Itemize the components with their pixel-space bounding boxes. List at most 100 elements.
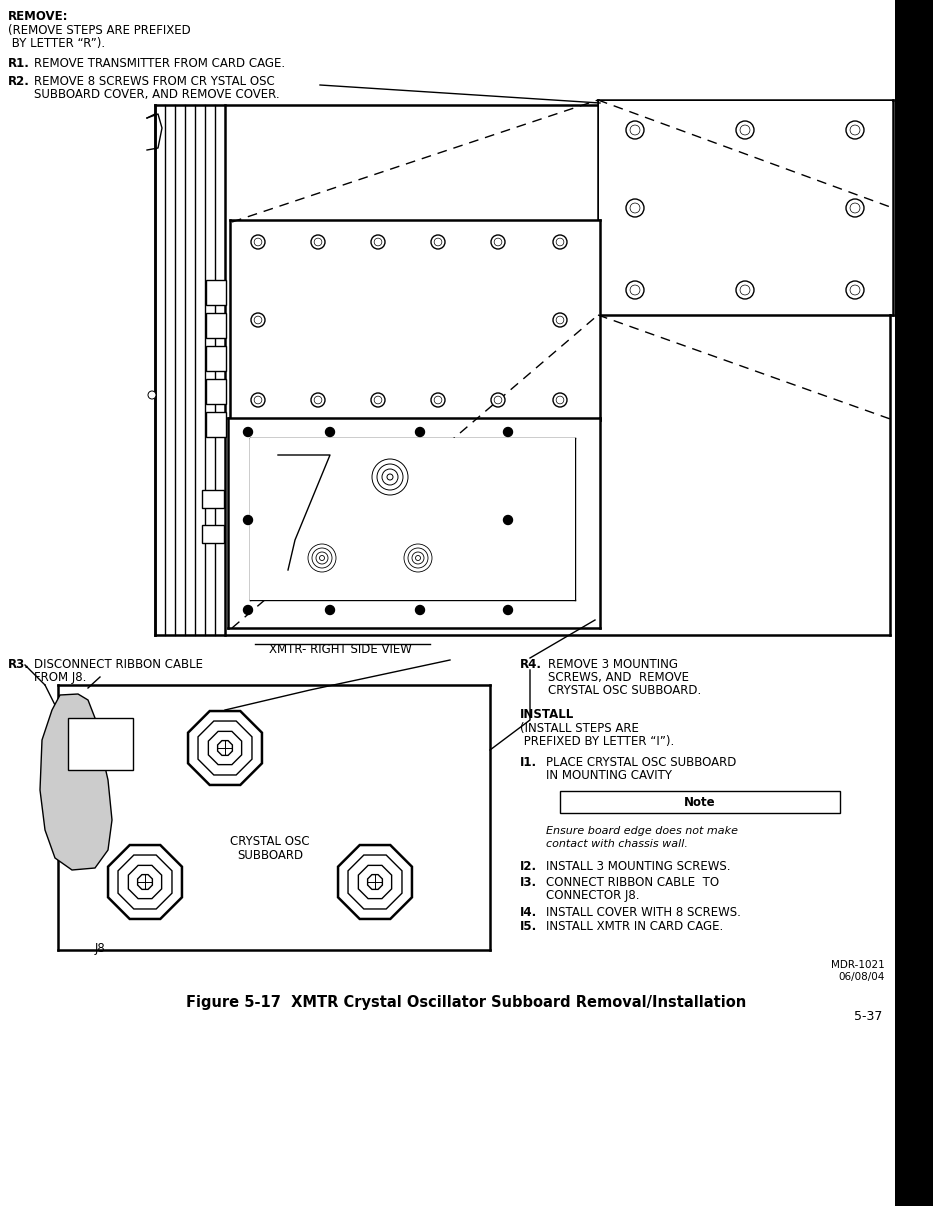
Circle shape <box>556 238 564 246</box>
Polygon shape <box>188 712 262 785</box>
Text: I2.: I2. <box>520 860 537 873</box>
Circle shape <box>431 393 445 406</box>
Text: INSTALL COVER WITH 8 SCREWS.: INSTALL COVER WITH 8 SCREWS. <box>546 906 741 919</box>
Text: R3.: R3. <box>8 658 30 671</box>
Text: CONNECTOR J8.: CONNECTOR J8. <box>546 889 639 902</box>
Circle shape <box>415 556 421 561</box>
Text: IN MOUNTING CAVITY: IN MOUNTING CAVITY <box>546 769 672 781</box>
Text: contact with chassis wall.: contact with chassis wall. <box>546 839 688 849</box>
Circle shape <box>377 464 403 490</box>
Polygon shape <box>198 721 252 775</box>
Circle shape <box>326 427 335 437</box>
Text: R1.: R1. <box>8 57 30 70</box>
Circle shape <box>736 121 754 139</box>
Circle shape <box>491 235 505 248</box>
Circle shape <box>251 314 265 327</box>
Circle shape <box>371 235 385 248</box>
Circle shape <box>494 396 502 404</box>
Circle shape <box>850 203 860 213</box>
Polygon shape <box>338 845 412 919</box>
Text: I5.: I5. <box>520 920 537 933</box>
Polygon shape <box>108 845 182 919</box>
Text: REMOVE:: REMOVE: <box>8 10 68 23</box>
Circle shape <box>382 469 398 485</box>
Text: CONNECT RIBBON CABLE  TO: CONNECT RIBBON CABLE TO <box>546 876 719 889</box>
Circle shape <box>736 281 754 299</box>
Polygon shape <box>137 874 152 889</box>
Circle shape <box>316 552 328 564</box>
Circle shape <box>308 544 336 572</box>
Text: INSTALL XMTR IN CARD CAGE.: INSTALL XMTR IN CARD CAGE. <box>546 920 723 933</box>
Bar <box>230 219 600 420</box>
Circle shape <box>251 393 265 406</box>
Text: BY LETTER “R”).: BY LETTER “R”). <box>8 37 105 49</box>
Circle shape <box>254 316 262 324</box>
Circle shape <box>412 552 424 564</box>
Circle shape <box>740 285 750 295</box>
Polygon shape <box>348 855 402 909</box>
Circle shape <box>553 235 567 248</box>
Text: SCREWS, AND  REMOVE: SCREWS, AND REMOVE <box>548 671 689 684</box>
Text: I1.: I1. <box>520 756 537 769</box>
Circle shape <box>311 235 325 248</box>
Bar <box>228 418 600 628</box>
PathPatch shape <box>40 693 112 870</box>
Circle shape <box>553 314 567 327</box>
Circle shape <box>434 238 442 246</box>
Text: CRYSTAL OSC: CRYSTAL OSC <box>230 835 310 848</box>
Circle shape <box>846 199 864 217</box>
Text: Figure 5-17  XMTR Crystal Oscillator Subboard Removal/Installation: Figure 5-17 XMTR Crystal Oscillator Subb… <box>186 995 746 1009</box>
Circle shape <box>850 125 860 135</box>
Circle shape <box>314 238 322 246</box>
Bar <box>202 525 224 543</box>
Circle shape <box>387 474 393 480</box>
Bar <box>206 346 226 371</box>
Text: Note: Note <box>684 796 716 809</box>
Circle shape <box>251 235 265 248</box>
Circle shape <box>846 121 864 139</box>
Circle shape <box>372 459 408 494</box>
Circle shape <box>148 391 156 399</box>
Circle shape <box>244 427 253 437</box>
Circle shape <box>319 556 325 561</box>
Text: PLACE CRYSTAL OSC SUBBOARD: PLACE CRYSTAL OSC SUBBOARD <box>546 756 736 769</box>
Circle shape <box>556 316 564 324</box>
Text: PREFIXED BY LETTER “I”).: PREFIXED BY LETTER “I”). <box>520 734 675 748</box>
Circle shape <box>254 396 262 404</box>
Text: R2.: R2. <box>8 75 30 88</box>
Circle shape <box>504 515 512 525</box>
Text: J8: J8 <box>94 942 105 955</box>
Text: 06/08/04: 06/08/04 <box>839 972 885 982</box>
Text: I4.: I4. <box>520 906 537 919</box>
Circle shape <box>244 605 253 615</box>
Circle shape <box>626 281 644 299</box>
Circle shape <box>408 548 428 568</box>
Circle shape <box>415 605 425 615</box>
Bar <box>206 280 226 305</box>
Circle shape <box>404 544 432 572</box>
Circle shape <box>626 121 644 139</box>
Text: SUBBOARD: SUBBOARD <box>237 849 303 862</box>
Circle shape <box>314 396 322 404</box>
Text: 5-37: 5-37 <box>854 1009 882 1023</box>
Bar <box>250 438 575 601</box>
Bar <box>68 718 133 769</box>
Polygon shape <box>208 731 242 765</box>
Text: INSTALL 3 MOUNTING SCREWS.: INSTALL 3 MOUNTING SCREWS. <box>546 860 731 873</box>
Circle shape <box>326 605 335 615</box>
Text: XMTR- RIGHT SIDE VIEW: XMTR- RIGHT SIDE VIEW <box>269 643 411 656</box>
Polygon shape <box>118 855 172 909</box>
Circle shape <box>494 238 502 246</box>
Circle shape <box>431 235 445 248</box>
Text: R4.: R4. <box>520 658 542 671</box>
Circle shape <box>311 393 325 406</box>
Bar <box>58 685 490 950</box>
Text: CRYSTAL OSC SUBBOARD.: CRYSTAL OSC SUBBOARD. <box>548 684 702 697</box>
Circle shape <box>254 238 262 246</box>
Text: REMOVE 8 SCREWS FROM CR YSTAL OSC: REMOVE 8 SCREWS FROM CR YSTAL OSC <box>34 75 274 88</box>
Polygon shape <box>358 866 392 898</box>
Circle shape <box>415 427 425 437</box>
Circle shape <box>312 548 332 568</box>
Circle shape <box>244 515 253 525</box>
Bar <box>560 791 840 813</box>
